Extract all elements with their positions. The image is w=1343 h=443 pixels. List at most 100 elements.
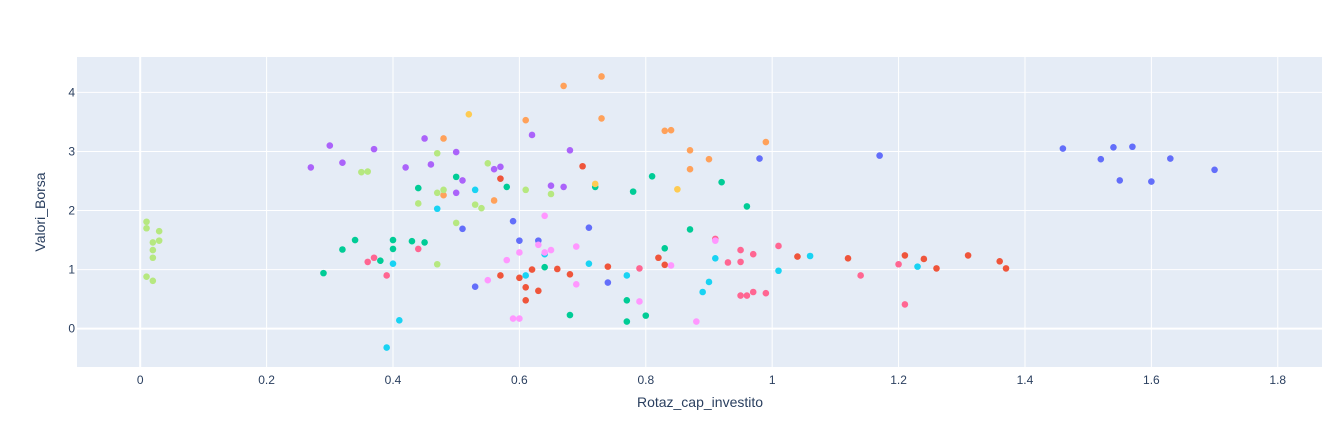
data-point[interactable] (465, 110, 473, 118)
data-point[interactable] (598, 115, 605, 122)
data-point[interactable] (433, 260, 441, 268)
data-point[interactable] (572, 243, 580, 250)
data-point[interactable] (497, 175, 504, 182)
data-point[interactable] (674, 185, 681, 193)
data-point[interactable] (749, 288, 757, 296)
data-point[interactable] (1059, 145, 1067, 152)
data-point[interactable] (642, 312, 650, 319)
data-point[interactable] (547, 182, 555, 190)
data-point[interactable] (566, 270, 574, 278)
data-point[interactable] (516, 315, 523, 322)
data-point[interactable] (522, 296, 530, 304)
data-point[interactable] (667, 126, 675, 134)
data-point[interactable] (737, 246, 744, 254)
data-point[interactable] (522, 272, 530, 279)
data-point[interactable] (579, 162, 586, 170)
data-point[interactable] (699, 288, 706, 296)
data-point[interactable] (440, 186, 447, 194)
data-point[interactable] (604, 279, 612, 286)
data-point[interactable] (414, 245, 422, 253)
data-point[interactable] (358, 168, 365, 176)
data-point[interactable] (414, 200, 422, 207)
data-point[interactable] (661, 245, 669, 252)
data-point[interactable] (522, 186, 530, 194)
data-point[interactable] (364, 168, 372, 175)
data-point[interactable] (459, 177, 466, 184)
data-point[interactable] (806, 252, 814, 260)
data-point[interactable] (724, 259, 732, 266)
data-point[interactable] (307, 164, 315, 171)
data-point[interactable] (516, 249, 523, 256)
data-point[interactable] (775, 242, 782, 250)
data-point[interactable] (623, 318, 631, 325)
data-point[interactable] (440, 135, 447, 142)
data-point[interactable] (933, 265, 940, 272)
data-point[interactable] (572, 281, 580, 288)
data-point[interactable] (686, 146, 694, 154)
data-point[interactable] (648, 172, 656, 180)
data-point[interactable] (762, 138, 770, 146)
data-point[interactable] (541, 263, 548, 271)
data-point[interactable] (535, 287, 542, 295)
data-point[interactable] (1148, 178, 1155, 185)
data-point[interactable] (320, 269, 327, 277)
data-point[interactable] (914, 263, 921, 270)
data-point[interactable] (149, 254, 157, 262)
data-point[interactable] (339, 246, 346, 253)
data-point[interactable] (762, 289, 770, 297)
data-point[interactable] (155, 227, 163, 235)
data-point[interactable] (149, 239, 157, 246)
data-point[interactable] (433, 149, 441, 157)
data-point[interactable] (497, 272, 504, 279)
data-point[interactable] (509, 315, 517, 322)
data-point[interactable] (711, 255, 719, 262)
data-point[interactable] (623, 296, 631, 304)
data-point[interactable] (566, 311, 574, 319)
data-point[interactable] (756, 155, 763, 162)
data-point[interactable] (326, 142, 334, 149)
data-point[interactable] (370, 145, 378, 153)
data-point[interactable] (522, 116, 530, 124)
data-point[interactable] (737, 292, 744, 299)
data-point[interactable] (452, 148, 460, 156)
data-point[interactable] (421, 135, 428, 142)
data-point[interactable] (522, 283, 530, 291)
data-point[interactable] (901, 252, 909, 259)
data-point[interactable] (433, 205, 441, 213)
data-point[interactable] (964, 252, 972, 259)
data-point[interactable] (743, 203, 751, 210)
data-point[interactable] (471, 283, 479, 290)
data-point[interactable] (895, 260, 902, 268)
data-point[interactable] (547, 190, 555, 198)
data-point[interactable] (440, 191, 447, 199)
data-point[interactable] (471, 186, 479, 194)
data-point[interactable] (629, 188, 637, 195)
data-point[interactable] (421, 239, 428, 246)
data-point[interactable] (503, 183, 511, 191)
data-point[interactable] (749, 250, 757, 258)
data-point[interactable] (636, 298, 643, 305)
data-point[interactable] (396, 317, 403, 324)
data-point[interactable] (901, 301, 909, 308)
data-point[interactable] (383, 272, 390, 279)
data-point[interactable] (389, 236, 397, 244)
data-point[interactable] (402, 164, 409, 171)
data-point[interactable] (661, 261, 669, 269)
data-point[interactable] (408, 237, 416, 245)
data-point[interactable] (560, 183, 567, 191)
data-point[interactable] (623, 272, 631, 279)
data-point[interactable] (693, 318, 700, 325)
data-point[interactable] (490, 165, 498, 173)
data-point[interactable] (516, 237, 523, 244)
data-point[interactable] (541, 249, 548, 256)
data-point[interactable] (705, 155, 713, 163)
data-point[interactable] (844, 255, 852, 262)
data-point[interactable] (661, 127, 669, 135)
data-point[interactable] (585, 224, 593, 231)
data-point[interactable] (566, 146, 574, 154)
data-point[interactable] (737, 258, 744, 266)
data-point[interactable] (503, 256, 511, 264)
data-point[interactable] (351, 236, 359, 244)
data-point[interactable] (427, 161, 435, 168)
data-point[interactable] (554, 265, 561, 273)
